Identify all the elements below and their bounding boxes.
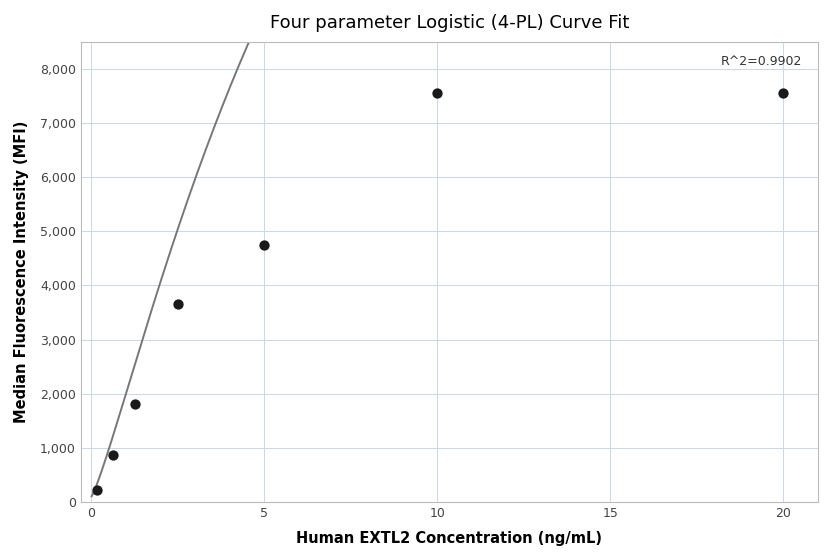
- Point: [258, 240, 271, 249]
- Point: [128, 399, 141, 408]
- Point: [431, 88, 444, 97]
- Point: [90, 486, 103, 494]
- Y-axis label: Median Fluorescence Intensity (MFI): Median Fluorescence Intensity (MFI): [14, 121, 29, 423]
- Point: [777, 88, 790, 97]
- Title: Four parameter Logistic (4-PL) Curve Fit: Four parameter Logistic (4-PL) Curve Fit: [270, 14, 629, 32]
- Point: [171, 300, 185, 309]
- X-axis label: Human EXTL2 Concentration (ng/mL): Human EXTL2 Concentration (ng/mL): [296, 531, 602, 546]
- Point: [106, 451, 120, 460]
- Text: R^2=0.9902: R^2=0.9902: [721, 55, 802, 68]
